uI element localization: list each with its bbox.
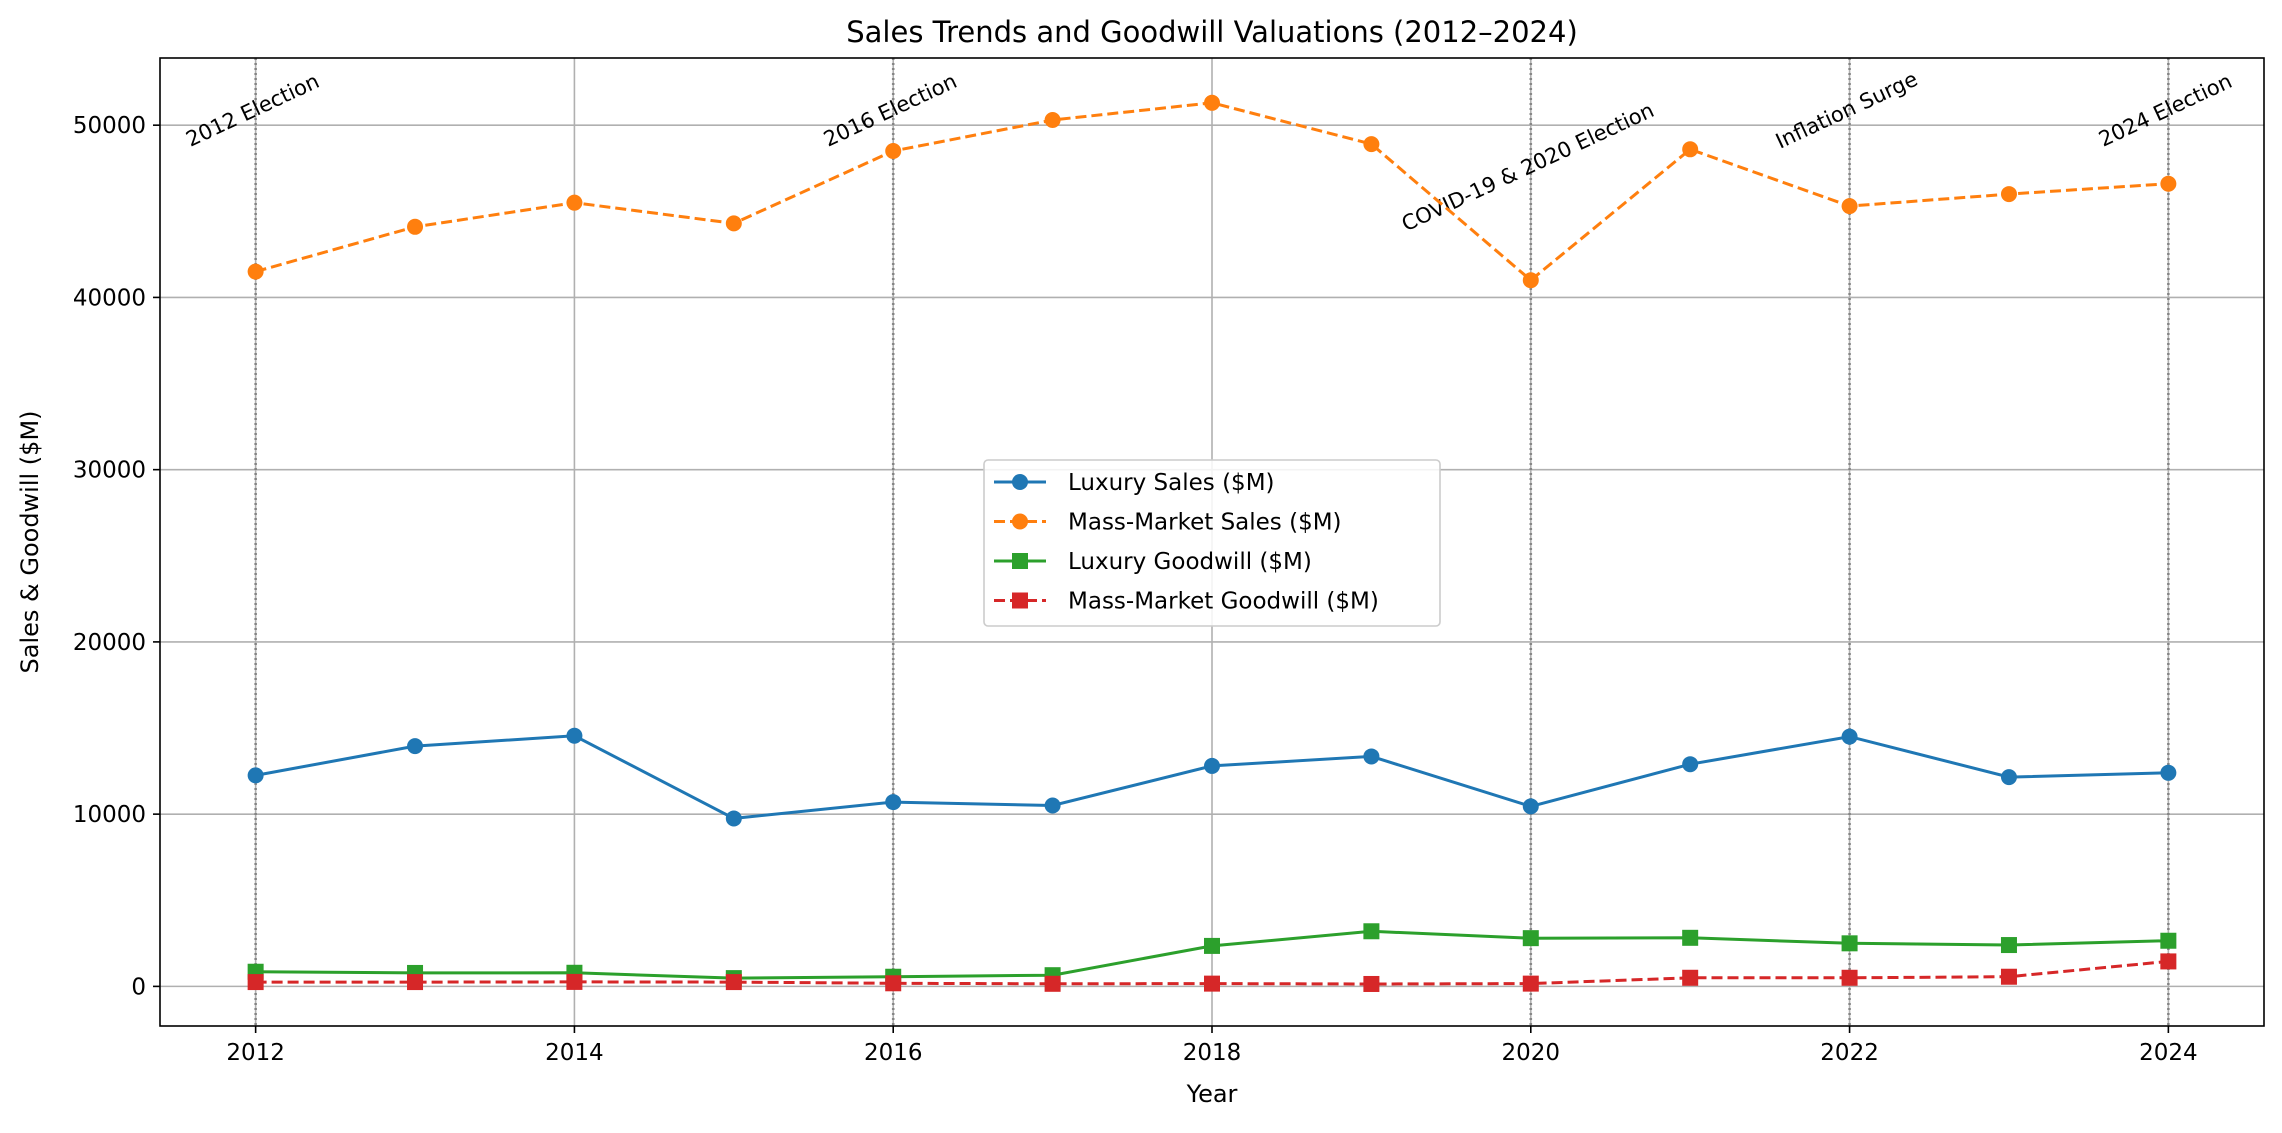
data-point bbox=[1204, 975, 1220, 992]
x-tick-label: 2018 bbox=[1183, 1040, 1242, 1066]
data-point bbox=[2160, 953, 2177, 970]
data-point bbox=[725, 810, 742, 827]
legend-marker bbox=[1012, 513, 1028, 530]
data-point bbox=[2160, 175, 2177, 192]
data-point bbox=[1044, 112, 1061, 129]
y-tick-label: 20000 bbox=[73, 630, 146, 656]
series-luxury-sales-m bbox=[247, 727, 2177, 827]
data-point bbox=[725, 215, 742, 232]
data-point bbox=[885, 143, 902, 160]
series-layer bbox=[247, 94, 2177, 992]
x-axis-label: Year bbox=[1186, 1080, 1238, 1108]
data-point bbox=[1682, 969, 1699, 986]
data-point bbox=[1522, 930, 1539, 947]
data-point bbox=[247, 263, 264, 280]
series-mass-market-sales-m bbox=[247, 94, 2177, 289]
data-point bbox=[1363, 923, 1380, 940]
x-tick-label: 2014 bbox=[545, 1040, 604, 1066]
data-point bbox=[725, 974, 742, 991]
x-tick-label: 2022 bbox=[1820, 1040, 1879, 1066]
x-tick-label: 2024 bbox=[2139, 1040, 2198, 1066]
data-point bbox=[407, 218, 424, 235]
data-point bbox=[566, 973, 583, 990]
y-tick-label: 0 bbox=[131, 974, 146, 1000]
y-axis-label: Sales & Goodwill ($M) bbox=[16, 410, 44, 673]
legend-box bbox=[983, 459, 1441, 627]
data-point bbox=[1363, 748, 1380, 765]
data-point bbox=[1044, 975, 1061, 992]
data-point bbox=[2000, 937, 2017, 954]
data-point bbox=[566, 194, 583, 211]
legend-label: Mass-Market Sales ($M) bbox=[1068, 510, 1342, 536]
data-point bbox=[566, 727, 583, 744]
legend: Luxury Sales ($M) Mass-Market Sales ($M) L… bbox=[983, 459, 1441, 627]
legend-label: Luxury Sales ($M) bbox=[1068, 470, 1275, 496]
data-point bbox=[1841, 935, 1858, 952]
data-point bbox=[1522, 975, 1539, 992]
axes: 2012 2014 2016 2018 2020 2022 2024 0 10000 20000 3… bbox=[73, 113, 2198, 1066]
data-point bbox=[1204, 757, 1220, 774]
y-tick-label: 30000 bbox=[73, 458, 146, 484]
data-point bbox=[1204, 937, 1220, 954]
data-point bbox=[1522, 798, 1539, 815]
x-tick-label: 2016 bbox=[864, 1040, 923, 1066]
data-point bbox=[885, 975, 902, 992]
data-point bbox=[1682, 929, 1699, 946]
legend-label: Mass-Market Goodwill ($M) bbox=[1068, 589, 1379, 615]
legend-item-luxury-sales-m: Luxury Sales ($M) bbox=[994, 470, 1275, 496]
data-point bbox=[1522, 272, 1539, 289]
data-point bbox=[407, 974, 424, 991]
data-point bbox=[407, 738, 424, 755]
data-point bbox=[2000, 769, 2017, 786]
legend-item-mass-market-goodwill-m: Mass-Market Goodwill ($M) bbox=[994, 589, 1379, 615]
y-tick-label: 10000 bbox=[73, 802, 146, 828]
data-point bbox=[2160, 932, 2177, 949]
data-point bbox=[1682, 756, 1699, 773]
legend-marker bbox=[1012, 553, 1028, 569]
data-point bbox=[1204, 94, 1220, 111]
data-point bbox=[1363, 136, 1380, 153]
data-point bbox=[885, 794, 902, 811]
data-point bbox=[1841, 969, 1858, 986]
series-mass-market-goodwill-m bbox=[247, 953, 2177, 992]
legend-label: Luxury Goodwill ($M) bbox=[1068, 549, 1312, 575]
data-point bbox=[247, 974, 264, 991]
y-tick-label: 40000 bbox=[73, 285, 146, 311]
data-point bbox=[1363, 975, 1380, 992]
legend-marker bbox=[1012, 474, 1028, 490]
x-tick-label: 2012 bbox=[226, 1040, 285, 1066]
legend-marker bbox=[1012, 592, 1028, 609]
legend-item-luxury-goodwill-m: Luxury Goodwill ($M) bbox=[994, 549, 1312, 575]
data-point bbox=[1841, 728, 1858, 745]
data-point bbox=[2160, 764, 2177, 781]
x-tick-label: 2020 bbox=[1502, 1040, 1561, 1066]
data-point bbox=[1682, 141, 1699, 158]
y-tick-label: 50000 bbox=[73, 113, 146, 139]
data-point bbox=[1841, 198, 1858, 215]
data-point bbox=[2000, 186, 2017, 203]
chart-title: Sales Trends and Goodwill Valuations (20… bbox=[846, 15, 1578, 49]
data-point bbox=[2000, 968, 2017, 985]
data-point bbox=[1044, 797, 1061, 814]
data-point bbox=[247, 767, 264, 784]
legend-item-mass-market-sales-m: Mass-Market Sales ($M) bbox=[994, 510, 1342, 536]
